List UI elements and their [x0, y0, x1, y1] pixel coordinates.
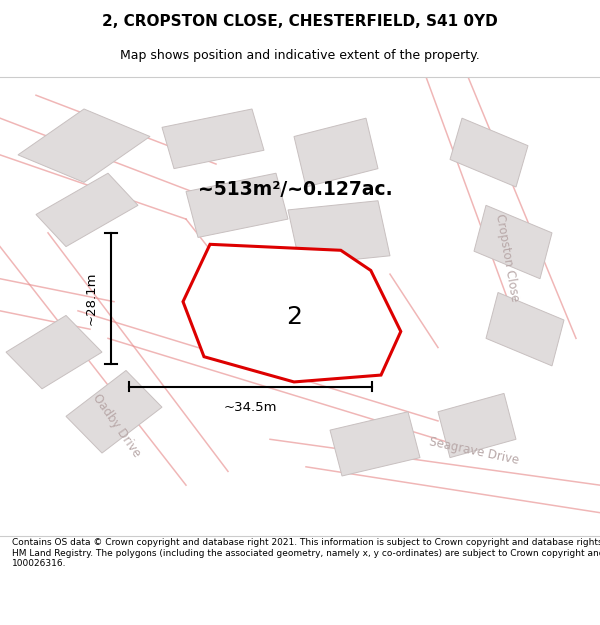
Text: Seagrave Drive: Seagrave Drive	[209, 318, 295, 372]
Polygon shape	[186, 173, 288, 238]
Text: ~34.5m: ~34.5m	[224, 401, 277, 414]
Polygon shape	[183, 244, 401, 382]
Polygon shape	[36, 173, 138, 247]
Text: ~28.1m: ~28.1m	[85, 271, 98, 325]
Text: Map shows position and indicative extent of the property.: Map shows position and indicative extent…	[120, 49, 480, 62]
Text: 2, CROPSTON CLOSE, CHESTERFIELD, S41 0YD: 2, CROPSTON CLOSE, CHESTERFIELD, S41 0YD	[102, 14, 498, 29]
Text: Seagrave Drive: Seagrave Drive	[428, 435, 520, 467]
Polygon shape	[66, 371, 162, 453]
Polygon shape	[18, 109, 150, 182]
Polygon shape	[486, 292, 564, 366]
Polygon shape	[6, 316, 102, 389]
Text: Oadby Drive: Oadby Drive	[91, 391, 143, 459]
Text: Cropston Close: Cropston Close	[493, 213, 521, 303]
Polygon shape	[450, 118, 528, 187]
Polygon shape	[438, 393, 516, 458]
Polygon shape	[288, 201, 390, 265]
Text: ~513m²/~0.127ac.: ~513m²/~0.127ac.	[198, 180, 392, 199]
Polygon shape	[162, 109, 264, 169]
Text: Contains OS data © Crown copyright and database right 2021. This information is : Contains OS data © Crown copyright and d…	[12, 538, 600, 568]
Polygon shape	[330, 412, 420, 476]
Polygon shape	[294, 118, 378, 187]
Text: 2: 2	[286, 305, 302, 329]
Polygon shape	[474, 206, 552, 279]
